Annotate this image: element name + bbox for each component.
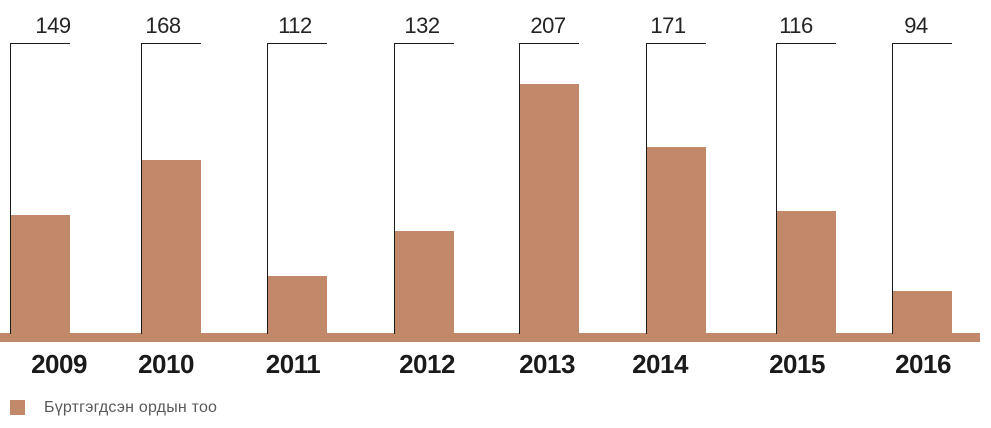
chart-group-2009	[10, 43, 70, 334]
bracket-top-line	[776, 43, 836, 45]
bracket-top-line	[267, 43, 327, 45]
baseline-band	[0, 333, 980, 342]
bar-2011	[267, 276, 327, 334]
bar-2014	[646, 147, 706, 334]
bar-2013	[519, 84, 579, 334]
value-label-2012: 132	[404, 13, 440, 38]
bracket-top-line	[519, 43, 579, 45]
value-label-2016: 94	[904, 13, 928, 38]
chart-group-2013	[519, 43, 579, 334]
chart-group-2012	[394, 43, 454, 334]
chart-group-2010	[141, 43, 201, 334]
bar-2012	[394, 231, 454, 334]
bracket-left-line	[141, 43, 143, 334]
x-axis-label-2009: 2009	[31, 349, 87, 379]
value-label-2009: 149	[35, 13, 71, 38]
bracket-top-line	[394, 43, 454, 45]
bracket-top-line	[646, 43, 706, 45]
bracket-left-line	[10, 43, 12, 334]
value-label-2013: 207	[530, 13, 566, 38]
x-axis-label-2010: 2010	[138, 349, 194, 379]
value-label-2010: 168	[145, 13, 181, 38]
x-axis-label-2015: 2015	[769, 349, 825, 379]
bracket-left-line	[519, 43, 521, 334]
x-axis-label-2012: 2012	[399, 349, 455, 379]
value-label-2015: 116	[779, 13, 813, 38]
bar-2009	[10, 215, 70, 334]
chart-group-2016	[892, 43, 952, 334]
bracket-left-line	[394, 43, 396, 334]
bracket-top-line	[10, 43, 70, 45]
bracket-top-line	[892, 43, 952, 45]
bracket-left-line	[776, 43, 778, 334]
x-axis-label-2011: 2011	[265, 349, 321, 379]
chart-group-2011	[267, 43, 327, 334]
legend-label: Бүртгэгдсэн ордын тоо	[44, 399, 218, 416]
chart-group-2015	[776, 43, 836, 334]
bar-2015	[776, 211, 836, 334]
bar-2010	[141, 160, 201, 334]
value-label-2014: 171	[650, 13, 686, 38]
value-label-2011: 112	[278, 13, 312, 38]
x-axis-label-2014: 2014	[632, 349, 688, 379]
chart-group-2014	[646, 43, 706, 334]
bracket-top-line	[141, 43, 201, 45]
x-axis-label-2013: 2013	[519, 349, 575, 379]
bracket-left-line	[646, 43, 648, 334]
bracket-left-line	[892, 43, 894, 334]
x-axis-label-2016: 2016	[895, 349, 951, 379]
bracket-left-line	[267, 43, 269, 334]
legend-swatch	[10, 400, 25, 415]
bar-2016	[892, 291, 952, 334]
